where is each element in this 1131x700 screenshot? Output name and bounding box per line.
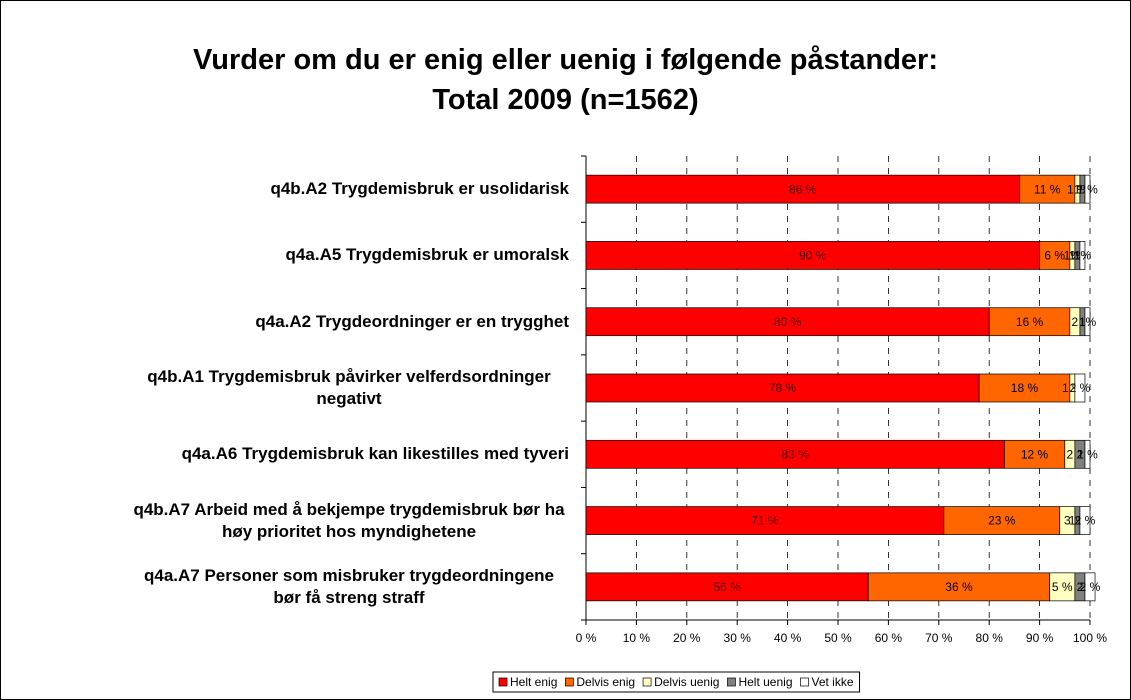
x-tick-label: 60 % — [875, 631, 903, 645]
x-tick-label: 40 % — [774, 631, 802, 645]
data-label: 56 % — [713, 580, 741, 594]
legend-box — [492, 671, 861, 693]
bar-segment — [585, 439, 1005, 469]
data-label: 2 — [1077, 580, 1084, 594]
bar-segment — [585, 241, 1040, 270]
category-label: q4a.A2 Trygdeordninger er en trygghet — [255, 311, 569, 331]
x-tick-label: 70 % — [925, 631, 953, 645]
bar-segment — [1084, 174, 1091, 204]
data-label: 1% — [1074, 249, 1092, 263]
data-label: 83 % — [781, 447, 809, 461]
data-label: 2 % — [1070, 381, 1091, 395]
legend-label: Helt enig — [510, 675, 557, 689]
data-label: 3 — [1064, 514, 1071, 528]
data-label: 1% — [1079, 315, 1097, 329]
legend-swatch — [565, 677, 574, 687]
bar-segment — [585, 174, 1020, 204]
bar-segment — [1049, 572, 1076, 602]
legend-label: Helt uenig — [738, 675, 792, 689]
legend-swatch — [800, 677, 809, 687]
x-tick-label: 10 % — [623, 631, 651, 645]
legend-swatch — [642, 677, 652, 687]
bar-segment — [1074, 373, 1086, 403]
category-label: q4b.A1 Trygdemisbruk påvirker velferdsor… — [147, 367, 551, 408]
bar-segment — [978, 373, 1071, 403]
data-label: 11 % — [1034, 182, 1061, 196]
category-label: q4b.A2 Trygdemisbruk er usolidarisk — [270, 179, 569, 199]
data-label: 2 % — [1080, 580, 1101, 594]
x-tick-label: 90 % — [1026, 631, 1054, 645]
x-tick-label: 20 % — [673, 631, 701, 645]
data-label: 90 % — [799, 249, 827, 263]
data-label: 80 % — [774, 315, 802, 329]
x-tick-label: 80 % — [976, 631, 1004, 645]
category-label: q4a.A6 Trygdemisbruk kan likestilles med… — [181, 444, 569, 464]
data-label: 1 % — [1077, 182, 1098, 196]
bar-segment — [1019, 174, 1076, 204]
bar-segment — [1084, 439, 1091, 469]
data-label: 2 — [1072, 315, 1079, 329]
category-label: q4b.A7 Arbeid med å bekjempe trygdemisbr… — [133, 499, 565, 541]
bar-segment — [1003, 439, 1066, 469]
legend-label: Delvis enig — [576, 675, 635, 689]
data-label: 18 % — [1011, 381, 1039, 395]
data-label: 71 % — [751, 514, 779, 528]
chart-title: Vurder om du er enig eller uenig i følge… — [193, 44, 938, 76]
bar-segment — [1084, 572, 1096, 602]
legend-label: Vet ikke — [812, 675, 854, 689]
bar-segment — [585, 307, 990, 337]
data-label: 1 % — [1077, 447, 1098, 461]
data-label: 86 % — [789, 182, 817, 196]
chart-subtitle: Total 2009 (n=1562) — [432, 84, 699, 116]
bar-segment — [1079, 241, 1086, 270]
data-label: 23 % — [988, 514, 1016, 528]
category-label: q4a.A7 Personer som misbruker trygdeordn… — [143, 565, 554, 607]
legend-swatch — [727, 677, 736, 687]
bar-segment — [1084, 307, 1091, 337]
data-label: 2 — [1077, 447, 1084, 461]
legend: Helt enig Delvis enig Delvis uenig Helt uen… — [492, 671, 861, 693]
data-label: 2 — [1066, 447, 1073, 461]
category-label: q4a.A5 Trygdemisbruk er umoralsk — [285, 245, 569, 265]
bar-segment — [1039, 241, 1071, 270]
data-label: 5 % — [1052, 580, 1073, 594]
x-tick-label: 50 % — [824, 631, 852, 645]
data-label: 12 % — [1021, 447, 1049, 461]
bar-segment — [943, 506, 1061, 535]
bar-segment — [585, 373, 980, 403]
data-label: 1 — [1079, 315, 1086, 329]
data-label: 2 % — [1075, 514, 1096, 528]
data-label: 78 % — [769, 381, 797, 395]
bar-segment — [988, 307, 1071, 337]
bar-segment — [585, 572, 869, 602]
legend-swatch — [498, 677, 508, 687]
legend-label: Delvis uenig — [654, 675, 719, 689]
x-tick-label: 100 % — [1073, 631, 1107, 645]
data-label: 6 % — [1044, 249, 1065, 263]
bar-segment — [1079, 506, 1091, 535]
x-tick-label: 30 % — [724, 631, 752, 645]
bar-segment — [867, 572, 1051, 602]
x-tick-label: 0 % — [576, 631, 597, 645]
data-label: 16 % — [1016, 315, 1044, 329]
data-label: 36 % — [945, 580, 973, 594]
